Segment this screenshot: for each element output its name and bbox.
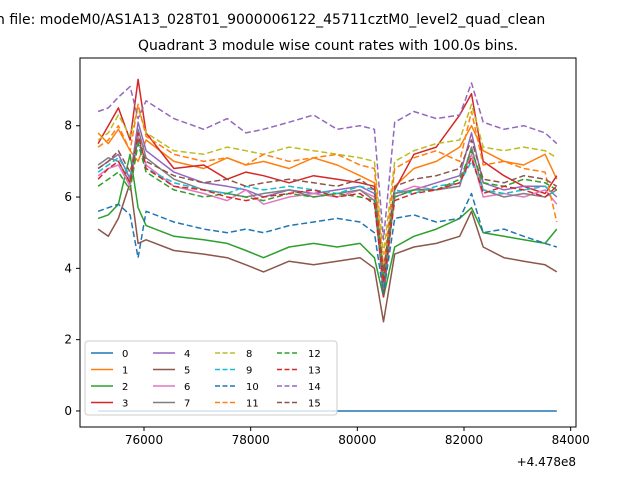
legend-label-10: 10 [246,382,259,393]
series-line-2 [97,153,558,298]
x-tick-label: 80000 [338,433,376,447]
legend-box [84,340,338,416]
y-axis: 0 2 4 6 8 [64,119,80,418]
legend-label-8: 8 [246,349,252,360]
chart-title: Quadrant 3 module wise count rates with … [138,38,518,54]
legend-label-12: 12 [308,349,321,360]
legend-label-11: 11 [246,399,259,410]
x-tick-label: 76000 [125,433,163,447]
series-line-11 [97,103,558,270]
series-line-14 [97,82,558,241]
legend-label-1: 1 [122,366,128,377]
series-layer [97,78,558,412]
figure-suptitle: n file: modeM0/AS1A13_028T01_9000006122_… [0,12,545,28]
series-line-3 [97,78,558,298]
x-axis-offset-label: +4.478e8 [517,455,576,469]
y-tick-label: 0 [64,404,72,418]
y-tick-label: 4 [64,261,72,275]
y-tick-label: 6 [64,190,72,204]
series-line-13 [97,132,558,284]
series-line-15 [97,139,558,273]
legend-label-13: 13 [308,366,321,377]
x-tick-label: 78000 [232,433,270,447]
legend-label-5: 5 [184,366,190,377]
legend-label-9: 9 [246,366,252,377]
series-line-8 [97,103,558,255]
y-tick-label: 8 [64,119,72,133]
legend-label-3: 3 [122,399,128,410]
legend-label-15: 15 [308,399,321,410]
y-tick-label: 2 [64,333,72,347]
x-tick-label: 84000 [552,433,590,447]
legend-label-4: 4 [184,349,190,360]
legend-label-0: 0 [122,349,128,360]
legend-label-14: 14 [308,382,321,393]
plot-frame [79,57,577,428]
series-line-5 [97,182,558,323]
x-tick-label: 82000 [445,433,483,447]
series-line-12 [97,142,558,277]
legend-label-2: 2 [122,382,128,393]
legend-label-7: 7 [184,399,190,410]
series-line-10 [97,192,558,295]
legend-label-6: 6 [184,382,190,393]
x-axis: 76000 78000 80000 82000 84000 [125,427,590,447]
